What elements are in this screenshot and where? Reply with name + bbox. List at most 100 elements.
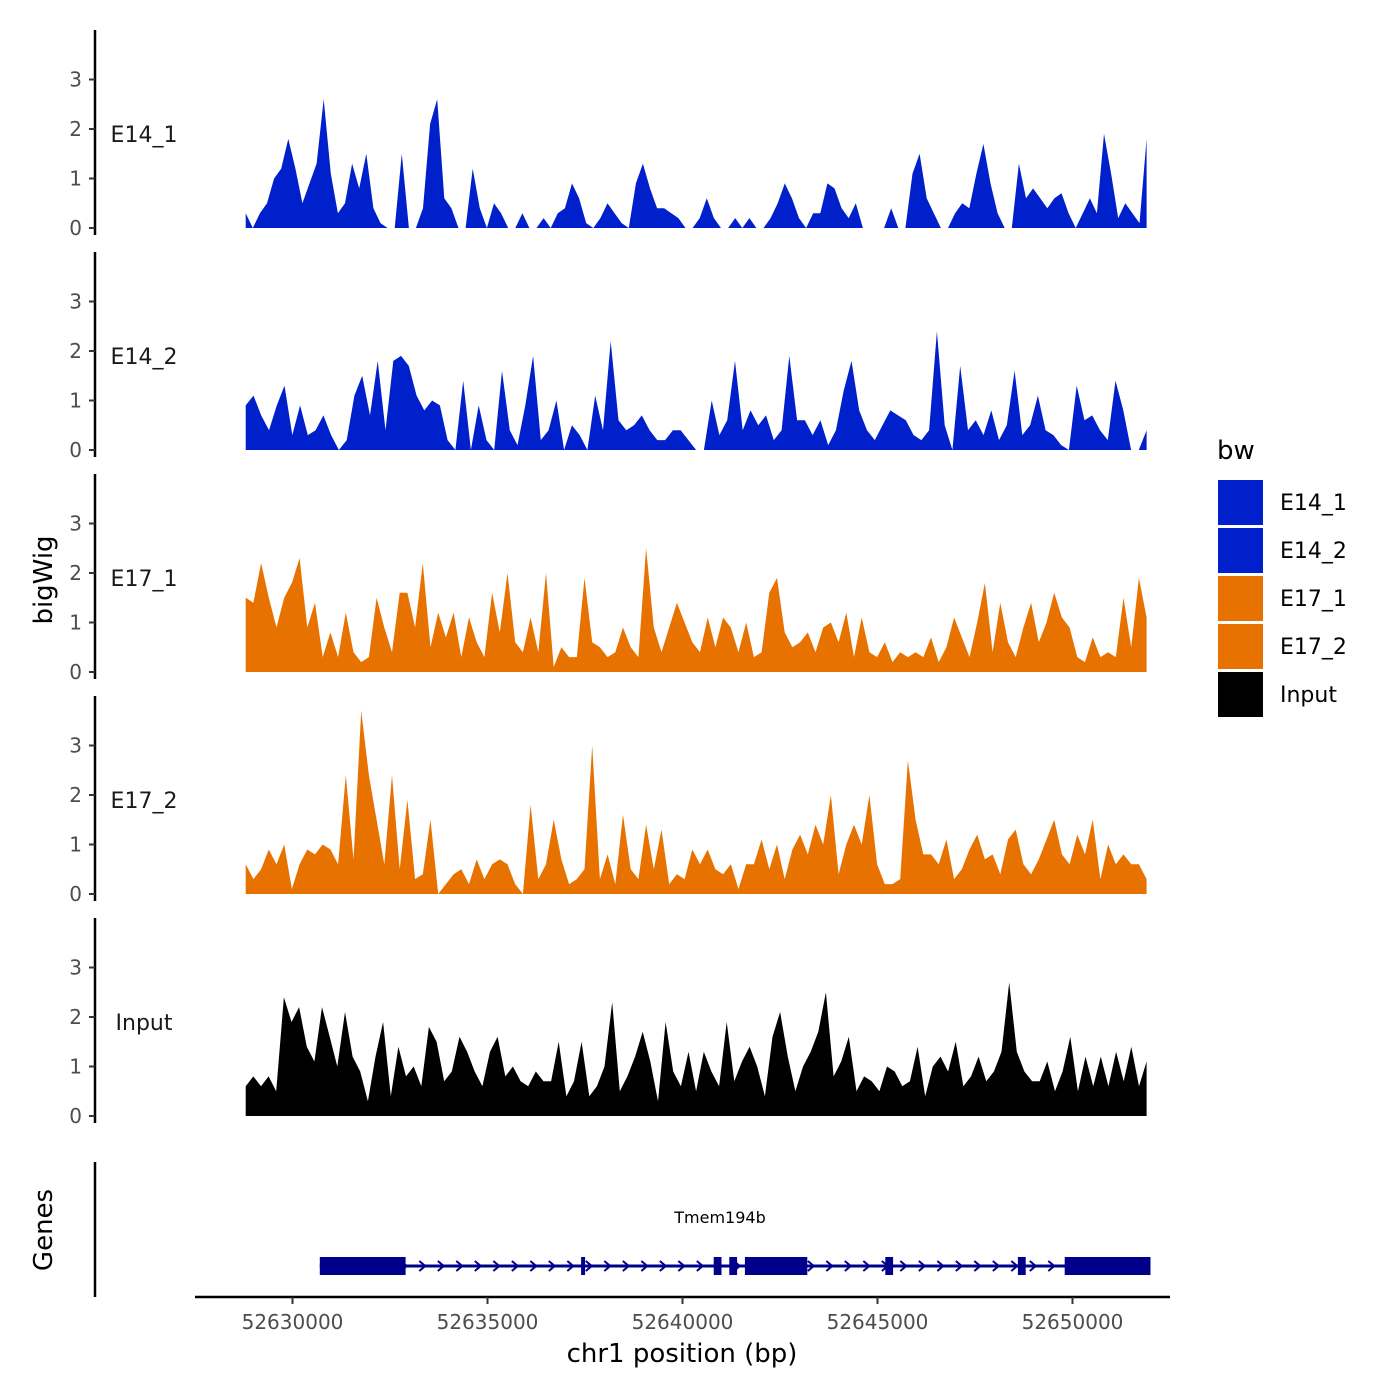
strand-arrow	[1047, 1260, 1056, 1272]
gene-track-label: Genes	[29, 1189, 59, 1271]
x-tick-label: 52645000	[827, 1310, 929, 1334]
x-tick-label: 52640000	[632, 1310, 734, 1334]
y-tick-label: 0	[69, 882, 82, 906]
strand-arrow	[1029, 1260, 1038, 1272]
y-axis-title: bigWig	[29, 535, 59, 624]
legend-item-E17_2: E17_2	[1218, 624, 1347, 669]
y-tick-label: 2	[69, 561, 82, 585]
strand-arrow	[492, 1260, 501, 1272]
strand-arrow	[437, 1260, 446, 1272]
strand-arrow	[603, 1260, 612, 1272]
y-tick-label: 1	[69, 1055, 82, 1079]
legend-item-E14_1: E14_1	[1218, 480, 1347, 525]
legend-label: E14_1	[1280, 491, 1347, 516]
y-tick-label: 3	[69, 290, 82, 314]
y-tick-label: 1	[69, 611, 82, 635]
strand-arrow	[511, 1260, 520, 1272]
strand-arrow	[899, 1260, 908, 1272]
strand-arrow	[825, 1260, 834, 1272]
strand-arrow	[659, 1260, 668, 1272]
x-axis: 52630000 52635000 52640000 52645000 52650000…	[195, 1295, 1170, 1369]
y-tick-label: 3	[69, 734, 82, 758]
strand-arrow	[918, 1260, 927, 1272]
y-tick-label: 3	[69, 956, 82, 980]
y-tick-label: 2	[69, 339, 82, 363]
legend-title: bw	[1217, 436, 1255, 466]
strand-arrow	[807, 1260, 816, 1272]
track-label: E14_1	[111, 123, 178, 148]
legend-item-E14_2: E14_2	[1218, 528, 1347, 573]
strand-arrow	[862, 1260, 871, 1272]
signal-area-E17_1	[245, 548, 1147, 672]
track-E17_2: 0 1 2 3 E17_2	[69, 696, 1147, 906]
track-label: E17_1	[111, 567, 178, 592]
track-E17_1: 0 1 2 3 E17_1	[69, 474, 1147, 684]
strand-arrow	[585, 1260, 594, 1272]
y-tick-label: 0	[69, 660, 82, 684]
strand-arrow	[973, 1260, 982, 1272]
y-tick-label: 2	[69, 1005, 82, 1029]
y-tick-label: 0	[69, 438, 82, 462]
signal-area-Input	[245, 982, 1147, 1116]
strand-arrow	[529, 1260, 538, 1272]
legend-swatch	[1218, 576, 1263, 621]
strand-arrow	[955, 1260, 964, 1272]
strand-arrow	[418, 1260, 427, 1272]
y-tick-label: 0	[69, 1104, 82, 1128]
gene-track: Genes Tmem194b	[29, 1162, 1151, 1297]
legend-swatch	[1218, 624, 1263, 669]
x-axis-title: chr1 position (bp)	[567, 1339, 798, 1369]
legend-label: E17_1	[1280, 587, 1347, 612]
track-label: Input	[116, 1011, 173, 1036]
strand-arrow	[548, 1260, 557, 1272]
legend-item-E17_1: E17_1	[1218, 576, 1347, 621]
signal-area-E17_2	[245, 710, 1147, 894]
exon-block	[729, 1257, 738, 1275]
x-ticks: 52630000 52635000 52640000 52645000 52650000	[242, 1297, 1124, 1334]
gene-model	[319, 1257, 1151, 1275]
y-tick-label: 3	[69, 512, 82, 536]
exon-block	[713, 1257, 722, 1275]
strand-arrow	[677, 1260, 686, 1272]
track-Input: 0 1 2 3 Input	[69, 918, 1147, 1128]
legend-swatch	[1218, 672, 1263, 717]
exon-block	[1017, 1257, 1026, 1275]
strand-arrow	[455, 1260, 464, 1272]
track-E14_2: 0 1 2 3 E14_2	[69, 252, 1147, 462]
x-tick-label: 52650000	[1022, 1310, 1124, 1334]
exon-block	[581, 1257, 586, 1275]
y-tick-label: 1	[69, 833, 82, 857]
strand-arrow	[936, 1260, 945, 1272]
y-tick-label: 2	[69, 783, 82, 807]
strand-arrow	[622, 1260, 631, 1272]
legend-swatch	[1218, 480, 1263, 525]
legend-swatch	[1218, 528, 1263, 573]
strand-arrow	[1010, 1260, 1019, 1272]
legend-item-Input: Input	[1218, 672, 1337, 717]
exon-block	[744, 1257, 808, 1275]
strand-arrow	[566, 1260, 575, 1272]
strand-arrow	[696, 1260, 705, 1272]
y-tick-label: 3	[69, 68, 82, 92]
track-E14_1: 0 1 2 3 E14_1	[69, 30, 1147, 240]
y-tick-label: 2	[69, 117, 82, 141]
strand-arrow	[640, 1260, 649, 1272]
x-tick-label: 52635000	[437, 1310, 539, 1334]
legend-label: E17_2	[1280, 635, 1347, 660]
legend-items: E14_1 E14_2 E17_1 E17_2 Input	[1218, 480, 1347, 717]
exon-block	[319, 1257, 406, 1275]
track-label: E14_2	[111, 345, 178, 370]
gene-name-label: Tmem194b	[673, 1208, 765, 1227]
y-tick-label: 0	[69, 216, 82, 240]
y-tick-label: 1	[69, 389, 82, 413]
y-tick-label: 1	[69, 167, 82, 191]
strand-arrow	[992, 1260, 1001, 1272]
signal-area-E14_1	[245, 99, 1147, 228]
track-label: E17_2	[111, 789, 178, 814]
strand-arrow	[474, 1260, 483, 1272]
legend-label: E14_2	[1280, 539, 1347, 564]
strand-arrow	[844, 1260, 853, 1272]
exon-block	[885, 1257, 894, 1275]
legend-label: Input	[1280, 683, 1337, 708]
